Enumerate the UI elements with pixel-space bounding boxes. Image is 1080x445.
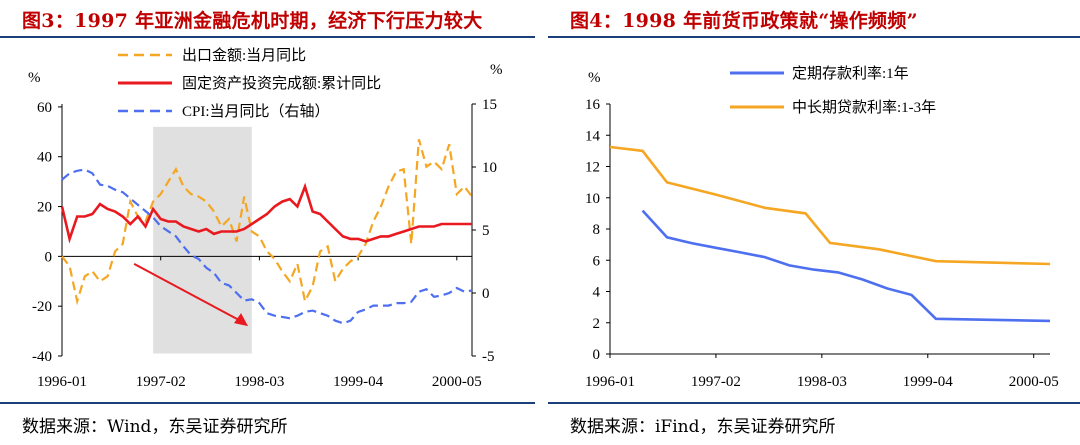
legend-label-2: CPI:当月同比（右轴） [182, 103, 330, 120]
right-source-text: 数据来源：iFind，东吴证券研究所 [570, 417, 836, 437]
right-y-tick-label: 0 [482, 286, 490, 302]
series-line-0 [61, 139, 473, 306]
left-y-tick-label: 20 [37, 200, 52, 216]
x-tick-label: 1997-02 [136, 374, 186, 390]
x-tick-label: 1998-03 [234, 374, 284, 390]
x-tick-label: 1997-02 [691, 374, 741, 390]
right-chart-panel: 图4：1998 年前货币政策就“操作频频” % 0 2 4 6 8 10 12 14 16 1996… [548, 0, 1080, 443]
left-title-bar: 图3：1997 年亚洲金融危机时期，经济下行压力较大 [0, 0, 535, 38]
right-y-tick-label: 10 [482, 160, 497, 176]
left-source-bar: 数据来源：Wind，东吴证券研究所 [0, 402, 535, 445]
left-chart-title: 图3：1997 年亚洲金融危机时期，经济下行压力较大 [22, 10, 483, 32]
right-y-tick-label: -5 [482, 349, 495, 365]
x-tick-label: 1996-01 [37, 374, 87, 390]
y-tick-label: 4 [593, 285, 601, 301]
left-y-unit-label: % [28, 70, 41, 86]
legend-label-0: 定期存款利率:1年 [792, 65, 909, 82]
series-line-2 [61, 168, 473, 325]
y-tick-label: 14 [585, 128, 601, 144]
series-line-1 [60, 182, 472, 244]
y-tick-label: 8 [593, 222, 601, 238]
x-tick-label: 1996-01 [585, 374, 635, 390]
legend-label-1: 固定资产投资完成额:累计同比 [182, 75, 381, 92]
arrow-head [234, 313, 249, 327]
left-y-tick-label: 40 [37, 150, 52, 166]
right-title-bar: 图4：1998 年前货币政策就“操作频频” [548, 0, 1080, 38]
right-y-unit-label: % [490, 62, 503, 78]
y-tick-label: 10 [585, 191, 600, 207]
right-chart-svg: % 0 2 4 6 8 10 12 14 16 1996-01 1997-02 1998-03 1999-… [585, 65, 1059, 390]
series-line-1 [609, 145, 1051, 266]
x-tick-label: 2000-05 [1009, 374, 1059, 390]
left-source-text: 数据来源：Wind，东吴证券研究所 [22, 417, 288, 437]
left-y-tick-label: 60 [37, 100, 52, 116]
x-tick-label: 1998-03 [797, 374, 847, 390]
right-chart-title: 图4：1998 年前货币政策就“操作频频” [570, 10, 918, 32]
legend-label-1: 中长期贷款利率:1-3年 [792, 99, 936, 116]
arrow-shaft [133, 262, 242, 322]
y-tick-label: 12 [585, 160, 600, 176]
left-y-tick-label: -20 [32, 299, 52, 315]
right-y-tick-label: 15 [482, 97, 497, 113]
left-chart-panel: 图3：1997 年亚洲金融危机时期，经济下行压力较大 %% -40 -20 0 20 40… [0, 0, 535, 443]
y-tick-label: 0 [593, 347, 601, 363]
y-tick-label: 2 [593, 316, 601, 332]
x-tick-label: 2000-05 [432, 374, 482, 390]
y-unit-label: % [588, 70, 601, 86]
y-tick-label: 6 [593, 253, 601, 269]
x-tick-label: 1999-04 [333, 374, 383, 390]
left-chart-svg: % % -40 -20 0 20 40 60 -5 0 5 10 15 1996-01 1997-02 199… [28, 47, 503, 390]
series-line-0 [641, 209, 1051, 323]
legend-label-0: 出口金额:当月同比 [182, 47, 306, 64]
y-tick-label: 16 [585, 97, 601, 113]
x-tick-label: 1999-04 [903, 374, 953, 390]
right-source-bar: 数据来源：iFind，东吴证券研究所 [548, 402, 1080, 445]
right-y-tick-label: 5 [482, 223, 490, 239]
left-y-tick-label: 0 [45, 249, 53, 265]
left-y-tick-label: -40 [32, 349, 52, 365]
